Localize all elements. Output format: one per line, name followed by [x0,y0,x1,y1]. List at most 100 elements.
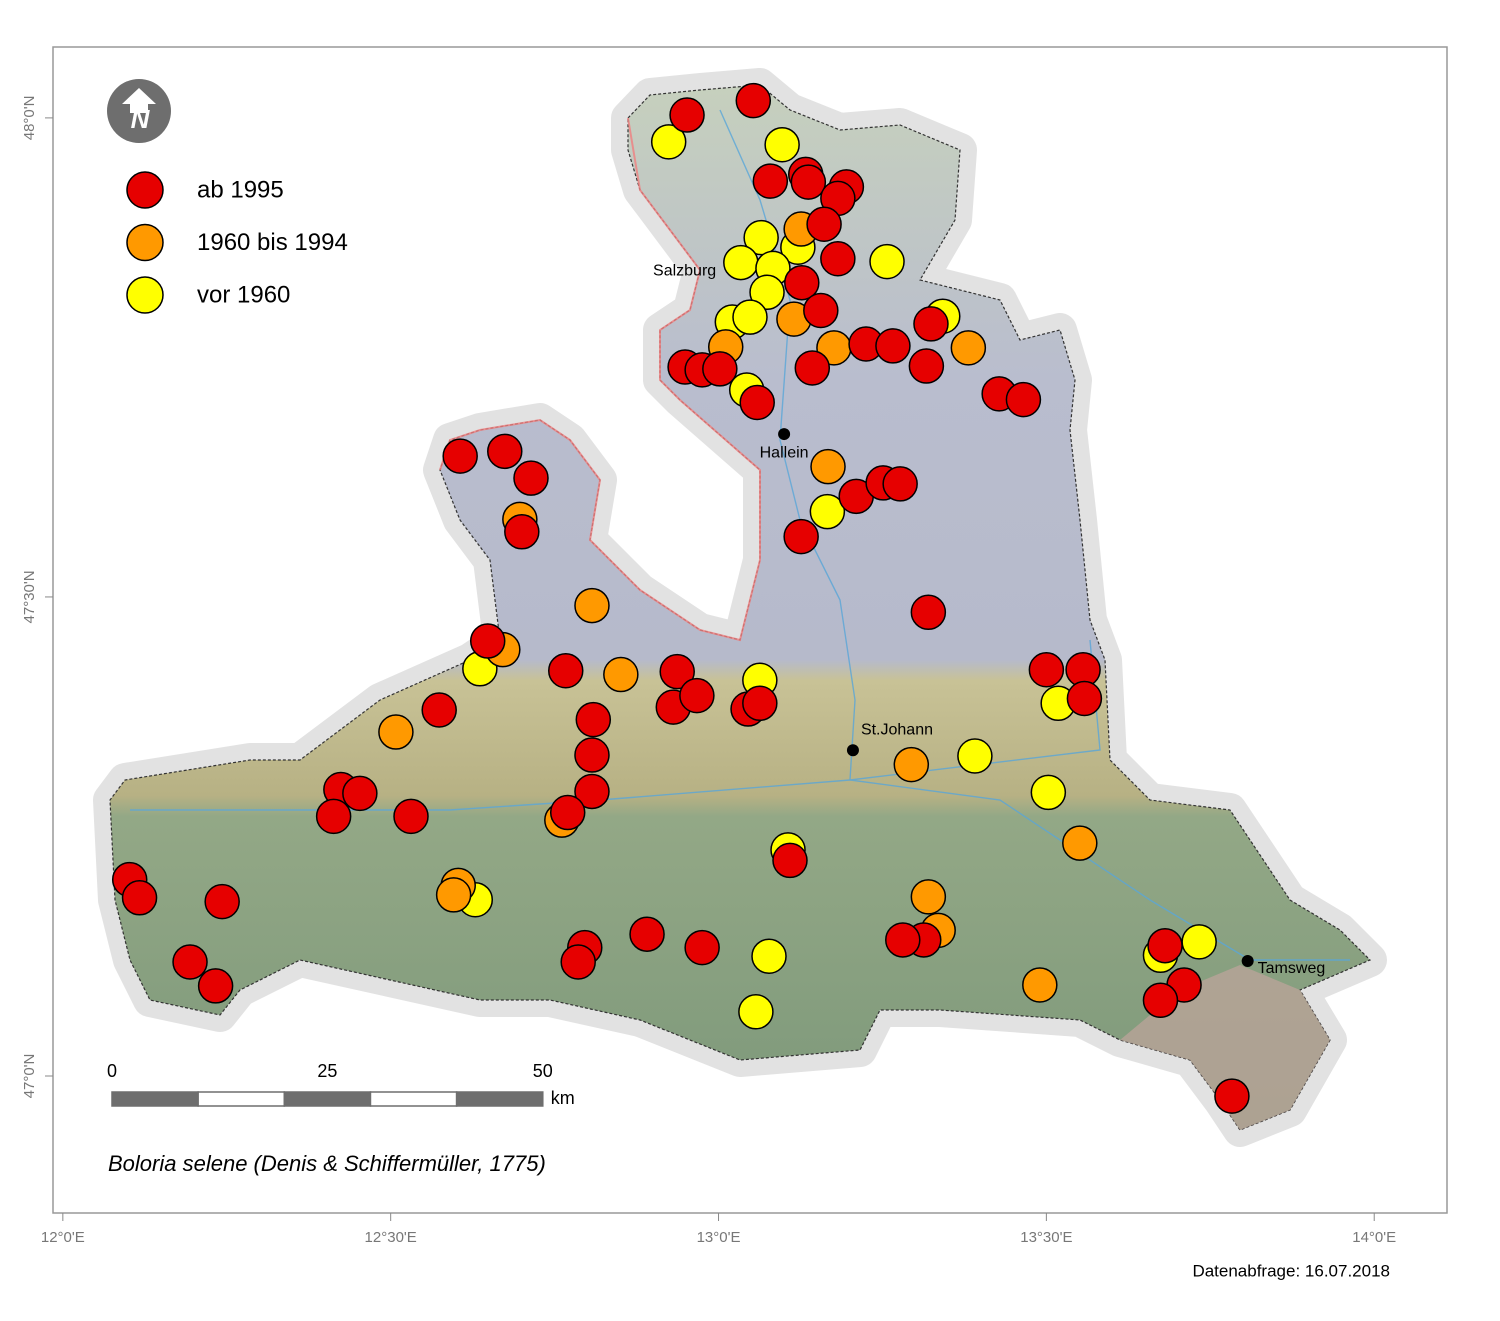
occurrence-point [442,438,478,474]
occurrence-point [342,775,378,812]
town-dot [846,744,859,757]
occurrence-point [810,448,846,485]
occurrence-point [732,299,768,335]
legend: ab 1995 1960 bis 1994 vor 1960 [126,171,348,314]
town-label: St.Johann [861,721,933,738]
border-germany [439,117,761,642]
occurrence-point [752,163,789,199]
occurrence-point [684,929,720,966]
occurrence-point [549,794,586,831]
legend-label: 1960 bis 1994 [197,229,348,256]
occurrence-point [743,219,779,256]
occurrence-point [702,351,738,387]
y-tick-label: 47°0'N [21,1054,38,1099]
occurrence-point [820,240,856,277]
occurrence-point [875,328,911,364]
occurrence-point [910,879,947,915]
occurrence-point [893,746,930,783]
occurrence-point [548,652,584,689]
scale-segment [283,1091,372,1107]
x-tick-label: 13°0'E [697,1229,741,1246]
scale-bar: 0 25 50 km [107,1061,575,1108]
town-dot [778,428,791,441]
species-title: Boloria selene (Denis & Schiffermüller, … [108,1151,546,1176]
occurrence-point [1062,825,1098,861]
towns: Salzburg Hallein St.Johann Tamsweg [653,262,1325,977]
legend-label: ab 1995 [197,176,284,203]
occurrence-point [204,883,240,920]
occurrence-point [669,97,705,133]
occurrence-point [738,994,774,1030]
town-label: Tamsweg [1258,960,1326,977]
occurrence-point [742,685,778,722]
occurrence-point [957,738,993,774]
legend-swatch [126,276,164,314]
occurrence-point [809,493,846,530]
scale-segment [455,1091,544,1107]
occurrence-point [772,842,808,879]
occurrence-point [950,330,987,366]
scale-label: 25 [317,1061,337,1081]
occurrence-point [1142,982,1179,1019]
occurrence-point [764,126,800,163]
occurrence-point [513,460,549,496]
occurrence-point [910,594,947,631]
x-tick-label: 12°0'E [41,1229,85,1246]
occurrence-point [421,692,457,728]
occurrence-point [1147,927,1183,964]
occurrence-point [574,773,610,810]
scale-label: 50 [533,1061,553,1081]
scale-label: 0 [107,1061,117,1081]
occurrence-point [560,944,596,980]
occurrence-point [1022,967,1058,1003]
occurrence-point [1030,774,1067,811]
occurrence-point [172,944,208,980]
north-arrow: N [107,79,171,143]
occurrence-point [650,124,687,160]
town-label: Salzburg [653,262,716,279]
occurrence-point [603,656,639,693]
occurrence-point [504,514,540,550]
occurrence-point [803,292,839,329]
scale-segment [111,1091,199,1107]
occurrence-point [806,206,842,242]
occurrence-point [790,164,827,200]
svg-text:N: N [131,104,151,134]
occurrence-point [882,466,918,502]
occurrence-point [393,798,429,835]
occurrence-point [794,350,831,386]
occurrence-point [908,348,945,384]
occurrence-point [574,587,610,624]
legend-swatch [126,171,164,209]
occurrence-points [111,82,1250,1114]
scale-segment [197,1091,286,1107]
town-dot [1241,955,1254,968]
query-date: Datenabfrage: 16.07.2018 [1192,1261,1390,1280]
occurrence-point [1181,924,1217,960]
town-label: Hallein [760,444,809,461]
occurrence-point [1005,381,1042,418]
occurrence-point [487,433,523,470]
occurrence-point [1028,652,1065,688]
scale-segment [369,1091,458,1107]
occurrence-point [749,274,785,311]
occurrence-point [574,737,610,773]
occurrence-point [435,877,472,913]
occurrence-point [197,968,234,1004]
occurrence-point [869,243,905,280]
occurrence-point [575,701,612,738]
occurrence-point [783,518,819,555]
x-tick-label: 14°0'E [1352,1229,1396,1246]
occurrence-point [739,384,775,421]
occurrence-point [629,916,665,952]
occurrence-point [659,653,695,690]
occurrence-point [1066,680,1103,717]
y-tick-label: 47°30'N [21,570,38,623]
scale-unit: km [551,1088,575,1108]
y-tick-label: 48°0'N [21,96,38,141]
graticule-ticks: 12°0'E 12°30'E 13°0'E 13°30'E 14°0'E 47°0'N 47… [21,96,1396,1246]
occurrence-point [1214,1078,1250,1114]
